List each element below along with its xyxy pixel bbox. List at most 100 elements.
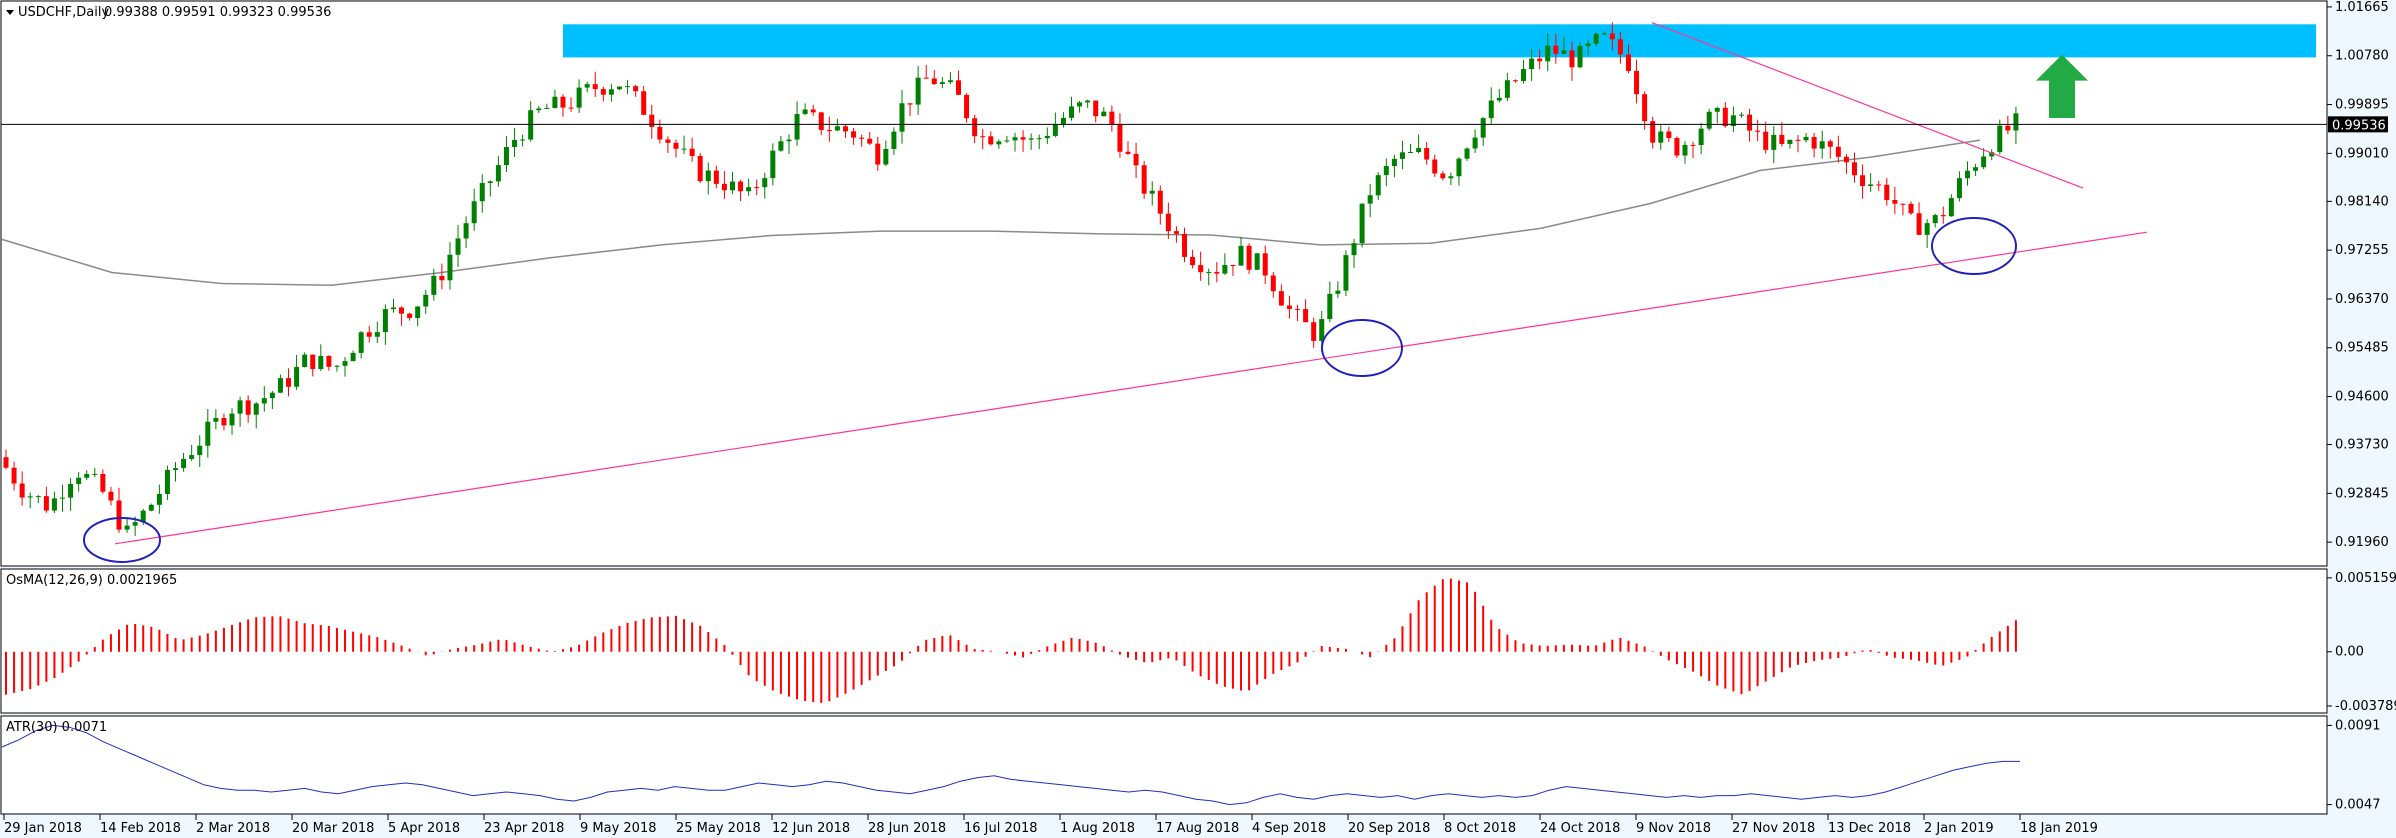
candle-body — [1077, 102, 1083, 107]
candle-body — [770, 150, 776, 179]
candle-body — [834, 126, 840, 131]
candle-body — [1182, 233, 1188, 257]
candle-body — [1553, 45, 1559, 54]
candle-body — [390, 307, 396, 310]
candle-body — [1730, 115, 1736, 127]
candle-body — [778, 141, 784, 151]
resistance-zone-layer — [563, 24, 2316, 58]
candle-body — [641, 91, 647, 115]
candle-body — [657, 127, 663, 140]
candle-body — [1625, 54, 1631, 71]
candle-body — [705, 170, 711, 182]
candle-body — [1295, 308, 1301, 310]
date-tick-label: 9 May 2018 — [580, 821, 657, 836]
candle-body — [560, 96, 566, 108]
candle-body — [43, 496, 49, 511]
candle-body — [261, 398, 267, 404]
candle-body — [1617, 39, 1623, 55]
candle-body — [1682, 144, 1688, 156]
candle-body — [1464, 148, 1470, 159]
candle-body — [1085, 100, 1091, 103]
candle-body — [939, 82, 945, 85]
candle-body — [1278, 291, 1284, 306]
candle-body — [1666, 131, 1672, 138]
candle-body — [1093, 100, 1099, 117]
menu-triangle-icon[interactable] — [6, 10, 14, 15]
candle-body — [1262, 253, 1268, 276]
candle-body — [1747, 114, 1753, 131]
candle-body — [1101, 111, 1107, 117]
candle-body — [1811, 137, 1817, 149]
candle-body — [1416, 148, 1422, 152]
osma-tick-label: -0.0037899 — [2335, 699, 2396, 714]
candle-body — [1884, 184, 1890, 200]
date-tick-label: 1 Aug 2018 — [1060, 821, 1135, 836]
candle-body — [826, 130, 832, 132]
candle-body — [1956, 178, 1962, 199]
candle-body — [1738, 114, 1744, 116]
up-arrow-icon — [2036, 54, 2088, 119]
candle-body — [1940, 215, 1946, 217]
candle-body — [592, 84, 598, 90]
ohlc-label: 0.99388 0.99591 0.99323 0.99536 — [104, 5, 331, 20]
candle-body — [455, 238, 461, 255]
candle-body — [407, 313, 413, 319]
osma-label: OsMA(12,26,9) 0.0021965 — [6, 573, 177, 588]
candle-body — [503, 147, 509, 166]
price-tick-label: 0.94600 — [2335, 390, 2389, 405]
candle-body — [1601, 33, 1607, 35]
osma-panel-frame — [0, 568, 2328, 714]
price-tick-label: 0.92845 — [2335, 486, 2389, 501]
candle-body — [520, 139, 526, 141]
candle-body — [1133, 153, 1139, 166]
candle-body — [1690, 144, 1696, 146]
candle-body — [552, 96, 558, 108]
candle-body — [1755, 130, 1761, 132]
date-tick-label: 17 Aug 2018 — [1156, 821, 1239, 836]
candle-body — [447, 254, 453, 281]
candle-body — [253, 403, 259, 415]
candle-body — [1020, 137, 1026, 140]
candle-body — [1843, 156, 1849, 163]
price-tick-label: 0.95485 — [2335, 341, 2389, 356]
candle-body — [1787, 139, 1793, 144]
candle-body — [875, 143, 881, 165]
candle-body — [1117, 123, 1123, 152]
candle-body — [1900, 203, 1906, 205]
candle-body — [1165, 213, 1171, 232]
date-tick-label: 2 Jan 2019 — [1924, 821, 1994, 836]
candle-body — [108, 491, 114, 501]
candle-body — [1981, 156, 1987, 168]
candle-body — [721, 183, 727, 191]
candle-body — [326, 355, 332, 367]
price-tick-label: 0.96370 — [2335, 292, 2389, 307]
candle-body — [1448, 176, 1454, 179]
candle-body — [1399, 152, 1405, 159]
candle-body — [1246, 245, 1252, 270]
moving-average-line — [1, 139, 1981, 286]
candle-body — [754, 187, 760, 189]
candle-body — [1908, 203, 1914, 214]
candle-body — [423, 294, 429, 307]
annotations-layer — [83, 22, 2148, 563]
candle-body — [1827, 141, 1833, 147]
candle-body — [148, 504, 154, 511]
candle-body — [633, 86, 639, 92]
candle-body — [1125, 151, 1131, 154]
candle-body — [1432, 159, 1438, 174]
candle-body — [907, 103, 913, 105]
date-tick-label: 14 Feb 2018 — [100, 821, 181, 836]
candle-body — [415, 306, 421, 319]
candle-body — [891, 131, 897, 149]
candle-body — [205, 421, 211, 446]
candle-body — [649, 114, 655, 128]
candle-body — [931, 78, 937, 85]
candle-body — [382, 309, 388, 333]
candle-body — [1351, 243, 1357, 256]
candle-body — [374, 332, 380, 337]
candle-body — [1109, 111, 1115, 124]
candle-body — [1642, 94, 1648, 122]
candle-body — [1012, 137, 1018, 141]
candle-body — [1763, 131, 1769, 150]
candle-body — [681, 148, 687, 150]
